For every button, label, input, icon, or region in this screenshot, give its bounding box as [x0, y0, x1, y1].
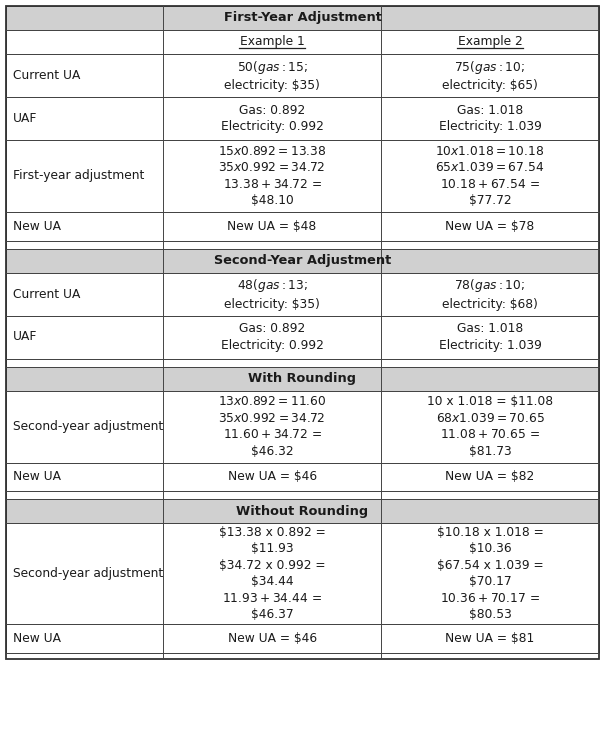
Bar: [6, 249, 599, 272]
Bar: [6, 240, 599, 249]
Text: New UA: New UA: [13, 631, 61, 645]
Text: Second-Year Adjustment: Second-Year Adjustment: [214, 254, 391, 267]
Text: Current UA: Current UA: [13, 69, 80, 82]
Text: New UA = $46: New UA = $46: [227, 631, 316, 645]
Text: With Rounding: With Rounding: [249, 372, 356, 385]
Bar: [6, 462, 599, 491]
Text: UAF: UAF: [13, 330, 38, 344]
Bar: [6, 30, 599, 54]
Bar: [6, 358, 599, 367]
Bar: [6, 97, 599, 140]
Text: New UA = $82: New UA = $82: [445, 470, 535, 483]
Text: New UA = $78: New UA = $78: [445, 220, 535, 233]
Text: $10 x 1.018 = $10.18
$65 x 1.039 = $67.54
$10.18 + $67.54 =
$77.72: $10 x 1.018 = $10.18 $65 x 1.039 = $67.5…: [436, 145, 544, 207]
Text: New UA = $81: New UA = $81: [445, 631, 535, 645]
Text: $15 x 0.892 = $13.38
$35 x 0.992 = $34.72
$13.38 + $34.72 =
$48.10: $15 x 0.892 = $13.38 $35 x 0.992 = $34.7…: [218, 145, 327, 207]
Bar: [6, 54, 599, 97]
Text: New UA = $48: New UA = $48: [227, 220, 317, 233]
Text: Gas: 1.018
Electricity: 1.039: Gas: 1.018 Electricity: 1.039: [439, 104, 541, 134]
Text: $78 (gas: $10;
electricity: $68): $78 (gas: $10; electricity: $68): [442, 278, 538, 311]
Bar: [6, 140, 599, 212]
Text: $48 (gas: $13;
electricity: $35): $48 (gas: $13; electricity: $35): [224, 278, 320, 311]
Text: First-Year Adjustment: First-Year Adjustment: [224, 11, 381, 24]
Text: New UA: New UA: [13, 220, 61, 233]
Text: $50 (gas: $15;
electricity: $35): $50 (gas: $15; electricity: $35): [224, 59, 320, 92]
Text: New UA = $46: New UA = $46: [227, 470, 316, 483]
Text: $13.38 x 0.892 =
$11.93
$34.72 x 0.992 =
$34.44
$11.93 + $34.44 =
$46.37: $13.38 x 0.892 = $11.93 $34.72 x 0.992 =…: [219, 526, 325, 621]
Bar: [6, 624, 599, 652]
Bar: [6, 212, 599, 240]
Text: 10 x 1.018 = $11.08
$68 x 1.039 = $70.65
$11.08 + $70.65 =
$81.73: 10 x 1.018 = $11.08 $68 x 1.039 = $70.65…: [427, 395, 553, 458]
Text: Second-year adjustment: Second-year adjustment: [13, 567, 163, 580]
Bar: [6, 6, 599, 658]
Text: Gas: 0.892
Electricity: 0.992: Gas: 0.892 Electricity: 0.992: [221, 322, 324, 352]
Text: Second-year adjustment: Second-year adjustment: [13, 420, 163, 433]
Bar: [6, 499, 599, 523]
Bar: [6, 272, 599, 315]
Bar: [6, 390, 599, 462]
Bar: [6, 6, 599, 30]
Text: Gas: 1.018
Electricity: 1.039: Gas: 1.018 Electricity: 1.039: [439, 322, 541, 352]
Text: Current UA: Current UA: [13, 287, 80, 301]
Bar: [6, 523, 599, 624]
Bar: [6, 315, 599, 358]
Text: UAF: UAF: [13, 112, 38, 125]
Bar: [6, 367, 599, 390]
Text: Example 2: Example 2: [457, 36, 522, 48]
Text: First-year adjustment: First-year adjustment: [13, 169, 145, 183]
Text: New UA: New UA: [13, 470, 61, 483]
Text: Without Rounding: Without Rounding: [237, 505, 368, 517]
Text: Gas: 0.892
Electricity: 0.992: Gas: 0.892 Electricity: 0.992: [221, 104, 324, 134]
Bar: [6, 491, 599, 499]
Text: Example 1: Example 1: [240, 36, 304, 48]
Text: $10.18 x 1.018 =
$10.36
$67.54 x 1.039 =
$70.17
$10.36 + $70.17 =
$80.53: $10.18 x 1.018 = $10.36 $67.54 x 1.039 =…: [437, 526, 543, 621]
Text: $75 (gas: $10;
electricity: $65): $75 (gas: $10; electricity: $65): [442, 59, 538, 92]
Text: $13 x 0.892 = $11.60
$35 x 0.992 = $34.72
$11.60 + $34.72 =
$46.32: $13 x 0.892 = $11.60 $35 x 0.992 = $34.7…: [218, 395, 326, 458]
